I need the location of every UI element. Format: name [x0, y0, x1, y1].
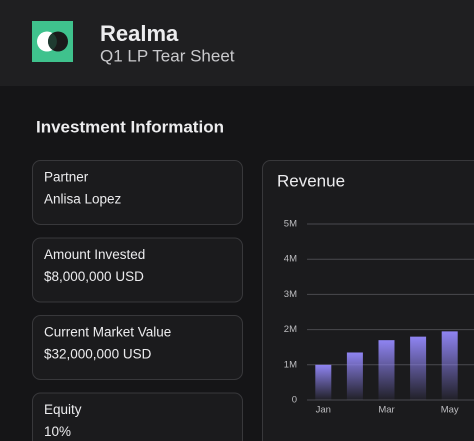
bar [346, 352, 363, 400]
y-tick-label: 2M [284, 324, 297, 335]
field-label: Equity [44, 402, 82, 417]
logo [32, 21, 73, 62]
info-card [32, 160, 243, 225]
chart-title: Revenue [277, 171, 345, 190]
field-value: 10% [44, 424, 71, 439]
y-tick-label: 3M [284, 289, 297, 300]
x-tick-label: May [441, 405, 459, 416]
x-tick-label: Jan [316, 405, 331, 416]
y-tick-label: 0 [292, 395, 297, 406]
field-label: Partner [44, 170, 89, 185]
app-subtitle: Q1 LP Tear Sheet [100, 46, 235, 65]
y-tick-label: 1M [284, 359, 297, 370]
header-bar [0, 0, 474, 86]
bar [441, 331, 458, 400]
info-card [32, 237, 243, 303]
y-tick-label: 4M [284, 254, 297, 265]
field-value: $32,000,000 USD [44, 347, 152, 362]
field-value: Anlisa Lopez [44, 192, 122, 207]
bar [315, 364, 332, 400]
section-title: Investment Information [36, 117, 224, 136]
app-title: Realma [100, 21, 179, 46]
info-card [32, 315, 243, 380]
field-value: $8,000,000 USD [44, 269, 144, 284]
x-tick-label: Mar [378, 405, 394, 416]
field-label: Current Market Value [44, 325, 171, 340]
info-card [32, 392, 243, 441]
y-tick-label: 5M [284, 219, 297, 230]
field-label: Amount Invested [44, 247, 145, 262]
bar [378, 340, 395, 400]
bar [410, 336, 427, 400]
